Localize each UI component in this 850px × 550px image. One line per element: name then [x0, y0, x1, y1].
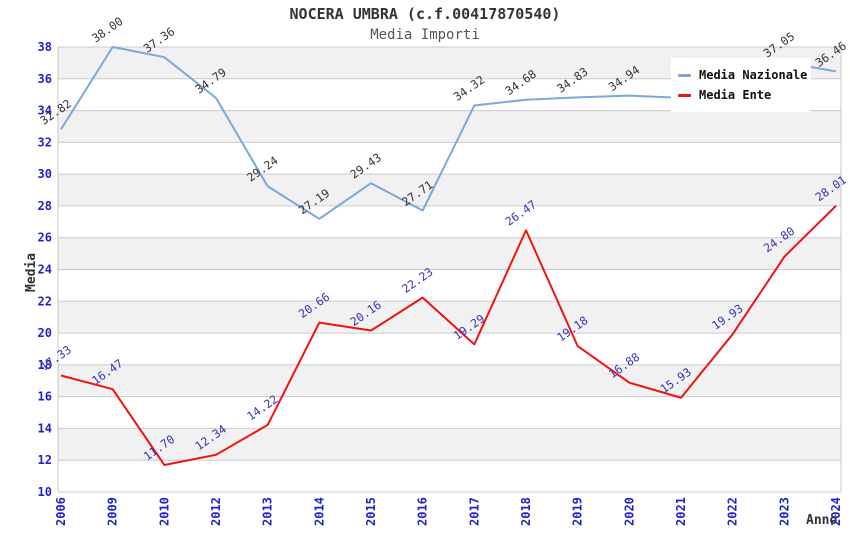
x-tick-label: 2017: [467, 497, 481, 526]
y-axis-title: Media: [24, 253, 39, 292]
series-line-ente: [60, 205, 837, 466]
nazionale-line-icon: [678, 73, 691, 77]
x-axis-tick-labels: 2006 2009 2010 2012 2013 2014 2015 2016 2017 2018…: [54, 497, 843, 526]
x-tick-label: 2015: [364, 497, 378, 526]
x-tick-label: 2021: [674, 497, 688, 526]
y-tick-label: 26: [38, 231, 52, 245]
y-tick-label: 38: [38, 40, 52, 54]
x-tick-label: 2023: [777, 497, 791, 526]
x-tick-label: 2014: [312, 497, 326, 526]
band-stripes: [58, 47, 841, 461]
legend: Media Nazionale Media Ente: [671, 58, 811, 112]
x-tick-label: 2018: [519, 497, 533, 526]
x-tick-label: 2013: [261, 497, 275, 526]
x-tick-label: 2010: [157, 497, 171, 526]
x-tick-label: 2016: [416, 497, 430, 526]
x-tick-label: 2009: [106, 497, 120, 526]
y-tick-label: 32: [38, 135, 52, 149]
x-tick-label: 2022: [726, 497, 740, 526]
legend-label-nazionale: Media Nazionale: [699, 68, 808, 82]
y-tick-label: 34: [38, 104, 52, 118]
x-tick-label: 2012: [209, 497, 223, 526]
x-tick-label: 2006: [54, 497, 68, 526]
chart-subtitle: Media Importi: [370, 27, 480, 43]
y-tick-label: 10: [38, 485, 52, 499]
point-value-label: 38.00: [89, 14, 125, 45]
y-tick-label: 36: [38, 72, 52, 86]
y-tick-label: 12: [38, 453, 52, 467]
y-tick-label: 16: [38, 390, 52, 404]
y-tick-label: 20: [38, 326, 52, 340]
y-axis-tick-labels: 10 12 14 16 18 20 22 24 26 28 30 32 34 36 38: [38, 40, 52, 499]
y-tick-label: 30: [38, 167, 52, 181]
chart-title: NOCERA UMBRA (c.f.00417870540): [289, 5, 561, 23]
x-tick-label: 2020: [622, 497, 636, 526]
y-tick-label: 22: [38, 294, 52, 308]
y-tick-label: 14: [38, 421, 52, 435]
y-tick-label: 28: [38, 199, 52, 213]
legend-item-media-nazionale: Media Nazionale: [678, 68, 811, 82]
legend-label-ente: Media Ente: [699, 88, 772, 102]
x-tick-label: 2024: [829, 497, 843, 526]
x-tick-label: 2019: [571, 497, 585, 526]
gridlines: [57, 46, 842, 493]
x-axis-title: Anno: [806, 513, 837, 528]
y-tick-label: 18: [38, 358, 52, 372]
y-tick-label: 24: [38, 263, 52, 277]
legend-item-media-ente: Media Ente: [678, 88, 811, 102]
ente-line-icon: [678, 93, 691, 97]
